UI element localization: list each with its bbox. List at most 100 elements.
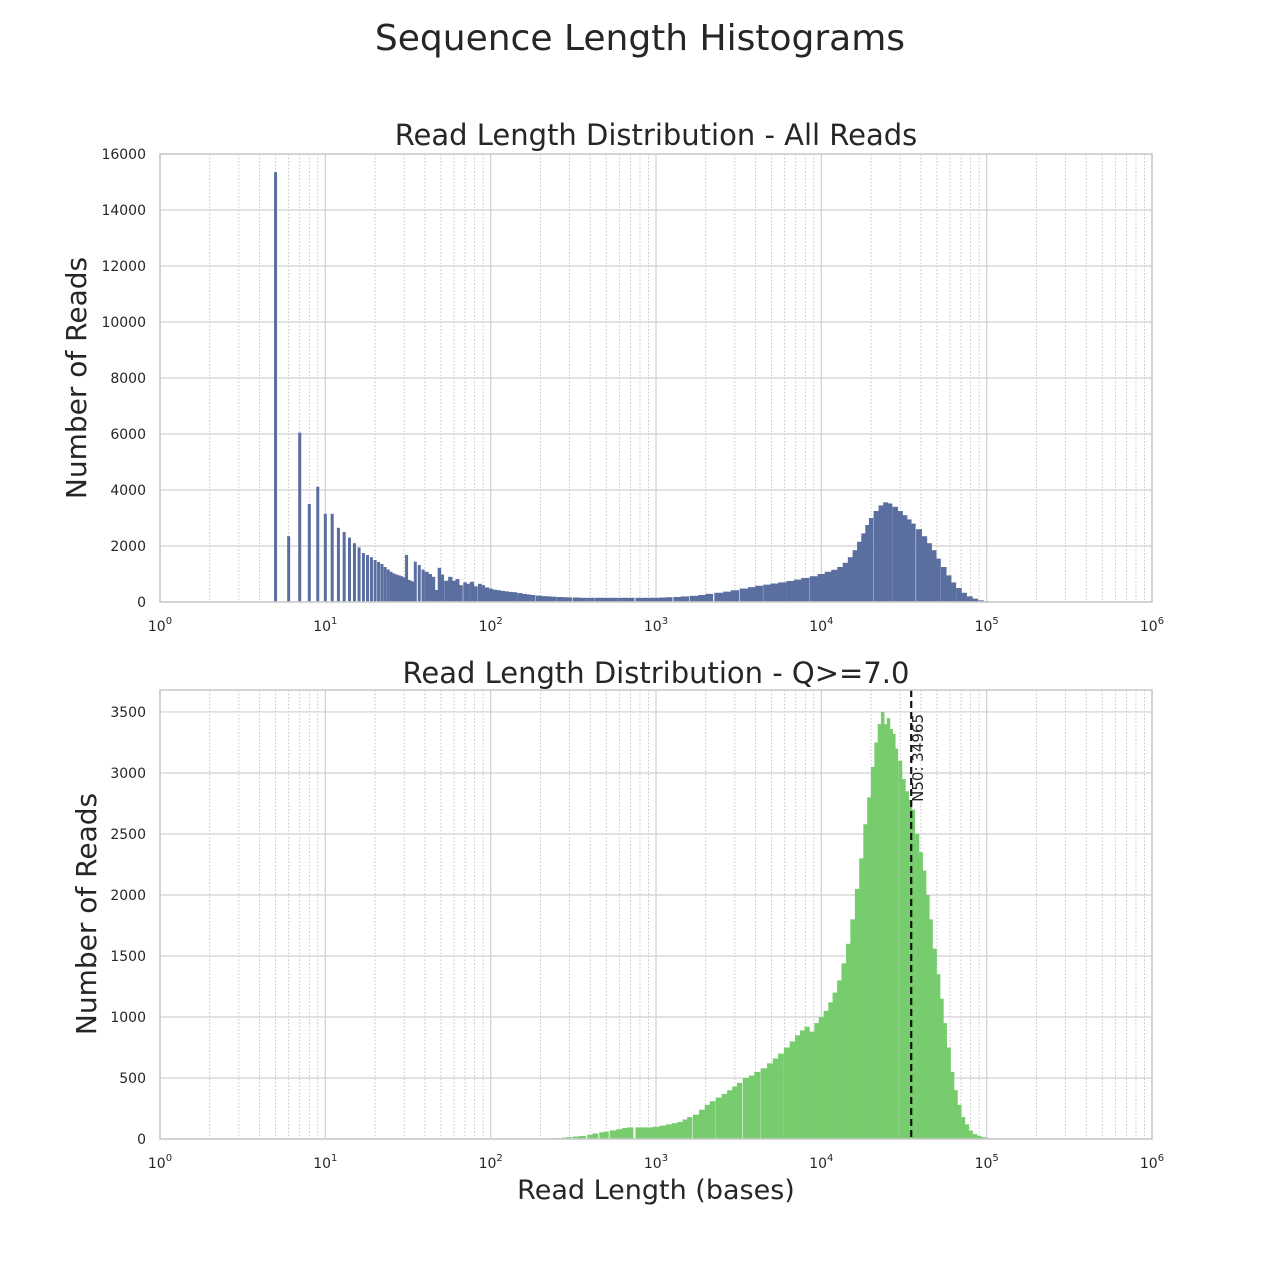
histogram-bar — [846, 943, 851, 1139]
y-tick-label: 10000 — [101, 315, 146, 331]
n50-label: N50: 34965 — [909, 714, 927, 802]
histogram-bar — [526, 594, 532, 602]
chart-title: Read Length Distribution - Q>=7.0 — [403, 656, 910, 690]
y-tick-label: 3500 — [110, 705, 146, 721]
histogram-bar — [274, 172, 278, 602]
x-tick-label: 106 — [1140, 1153, 1164, 1172]
histogram-bar — [287, 536, 291, 602]
x-tick-label: 102 — [479, 1153, 503, 1172]
histogram-bar — [795, 1035, 801, 1139]
histogram-bar — [823, 1010, 829, 1139]
histogram-bar — [747, 587, 756, 602]
y-tick-label: 500 — [119, 1071, 146, 1087]
histogram-bar — [521, 593, 527, 602]
histogram-bar — [946, 1047, 951, 1139]
histogram-bar — [894, 748, 899, 1139]
histogram-bar — [793, 579, 802, 602]
histogram-bar — [618, 597, 627, 602]
histogram-bar — [837, 980, 843, 1139]
histogram-bar — [755, 585, 763, 602]
histogram-bar — [929, 919, 933, 1139]
histogram-bar — [818, 1016, 824, 1139]
histogram-bar — [444, 580, 449, 602]
x-tick-label: 100 — [148, 1153, 172, 1172]
histogram-bar — [373, 560, 377, 602]
histogram-bar — [976, 1135, 982, 1139]
axes-frame — [159, 689, 1153, 1140]
gridlines — [159, 690, 1153, 1140]
histogram-bar — [966, 596, 973, 602]
histogram-bar — [626, 597, 635, 602]
histogram-bar — [911, 809, 916, 1139]
histogram-bar — [960, 1117, 966, 1139]
y-tick-label: 1000 — [110, 1010, 146, 1026]
histogram-bar — [902, 515, 908, 602]
axes-border — [159, 153, 1153, 603]
histogram-bar — [946, 575, 952, 602]
histogram-bar — [496, 590, 501, 602]
histogram-bar — [411, 581, 415, 602]
histogram-bar — [369, 557, 373, 602]
chart-all-reads: Read Length Distribution - All Reads Num… — [60, 118, 1164, 635]
histogram-bar — [910, 523, 916, 602]
x-tick-label: 104 — [809, 1153, 833, 1172]
histogram-bar — [556, 596, 563, 602]
chart-title: Read Length Distribution - All Reads — [395, 118, 918, 152]
histogram-bar — [550, 596, 557, 602]
histogram-bar — [361, 553, 365, 602]
histogram-bar — [599, 1132, 605, 1139]
chart-q7-reads: Read Length Distribution - Q>=7.0 Number… — [70, 656, 1164, 1206]
histogram-bar — [880, 711, 885, 1139]
histogram-bar — [579, 1135, 587, 1139]
histogram-bar — [977, 600, 984, 602]
histogram-bar — [950, 582, 957, 602]
histogram-bar — [817, 574, 826, 602]
histogram-bar — [466, 583, 470, 602]
histogram-bar — [854, 888, 860, 1139]
histogram-bar — [336, 527, 340, 602]
histogram-bar — [939, 998, 944, 1139]
histogram-bar — [850, 919, 856, 1139]
histogram-bar — [754, 1071, 761, 1139]
histogram-bar — [602, 597, 611, 602]
histogram-bar — [546, 596, 552, 602]
histogram-bar — [635, 597, 645, 602]
histogram-bar — [347, 537, 351, 602]
histogram-bar — [594, 597, 603, 602]
histogram-bar — [566, 1137, 573, 1139]
y-axis-label: Number of Reads — [60, 257, 93, 499]
histogram-bar — [704, 1104, 711, 1139]
histogram-bar — [953, 1090, 958, 1139]
histogram-bar — [380, 563, 384, 602]
histogram-bar — [395, 574, 399, 602]
histogram-bar — [841, 963, 847, 1139]
histogram-bar — [458, 585, 463, 602]
x-tick-label: 105 — [975, 616, 999, 635]
histogram-bar — [901, 779, 906, 1139]
histogram-bar — [935, 558, 941, 602]
histogram-bar — [936, 974, 941, 1139]
histogram-bar — [889, 729, 893, 1139]
histogram-bar — [852, 550, 858, 602]
histogram-bar — [772, 1058, 779, 1139]
histogram-bar — [407, 579, 411, 602]
x-tick-label: 103 — [644, 1153, 668, 1172]
x-tick-label: 101 — [313, 1153, 337, 1172]
histogram-bar — [863, 824, 868, 1139]
y-tick-label: 6000 — [110, 427, 146, 443]
histogram-bar — [932, 948, 937, 1139]
histogram-bar — [402, 577, 406, 602]
histogram-bar — [609, 597, 619, 602]
histogram-bar — [512, 592, 518, 602]
histogram-bar — [723, 591, 732, 602]
histogram-bar — [905, 791, 909, 1139]
histogram-bar — [659, 597, 667, 602]
histogram-bar — [931, 550, 937, 602]
histogram-bar — [972, 598, 978, 602]
histogram-bar — [463, 582, 467, 602]
histogram-bar — [715, 1097, 723, 1139]
histogram-bar — [477, 583, 482, 602]
histogram-bar — [665, 1124, 673, 1139]
histogram-bar — [428, 574, 432, 602]
y-tick-labels: 0 500 1000 1500 2000 2500 3000 3500 — [110, 705, 146, 1148]
